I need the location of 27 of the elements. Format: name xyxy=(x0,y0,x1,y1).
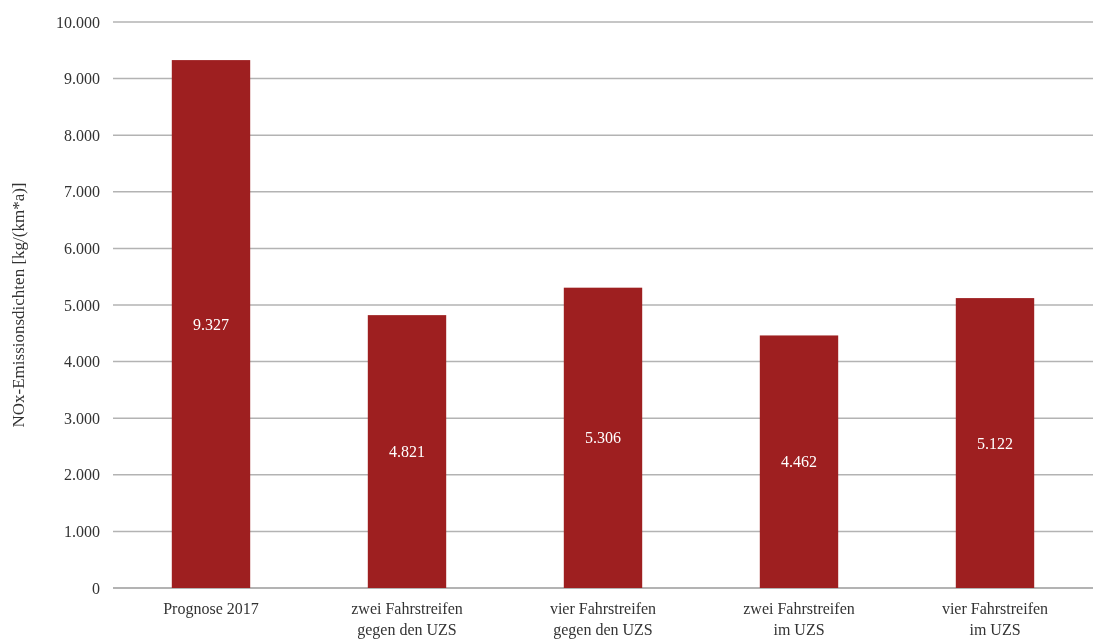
data-label: 9.327 xyxy=(193,315,229,333)
x-tick-label: vier Fahrstreifen im UZS xyxy=(941,600,1049,638)
y-tick-label: 7.000 xyxy=(64,183,100,201)
y-tick-label: 9.000 xyxy=(64,70,100,88)
x-tick-label: zwei Fahrstreifen im UZS xyxy=(743,600,855,638)
y-tick-label: 0 xyxy=(92,579,100,597)
y-tick-label: 8.000 xyxy=(64,126,100,144)
y-tick-label: 3.000 xyxy=(64,409,100,427)
data-label: 5.122 xyxy=(977,434,1013,452)
x-tick-label: vier Fahrstreifen gegen den UZS xyxy=(549,600,657,639)
bar xyxy=(563,287,643,588)
y-tick-label: 5.000 xyxy=(64,296,100,314)
data-label: 5.306 xyxy=(585,429,621,447)
y-axis-title: NOx-Emissionsdichten [kg/(km*a)] xyxy=(9,182,28,428)
bar xyxy=(171,60,251,588)
y-tick-label: 6.000 xyxy=(64,240,100,257)
bar xyxy=(955,298,1035,588)
y-tick-label: 1.000 xyxy=(64,523,100,540)
x-tick-label: Prognose 2017 xyxy=(163,600,259,618)
x-tick-label: zwei Fahrstreifen gegen den UZS xyxy=(351,600,463,639)
bar xyxy=(367,315,447,588)
y-tick-label: 2.000 xyxy=(64,466,100,484)
data-label: 4.821 xyxy=(389,443,425,461)
data-label: 4.462 xyxy=(781,453,817,471)
bar xyxy=(759,335,839,588)
y-tick-label: 10.000 xyxy=(56,13,100,31)
y-tick-label: 4.000 xyxy=(64,353,100,371)
